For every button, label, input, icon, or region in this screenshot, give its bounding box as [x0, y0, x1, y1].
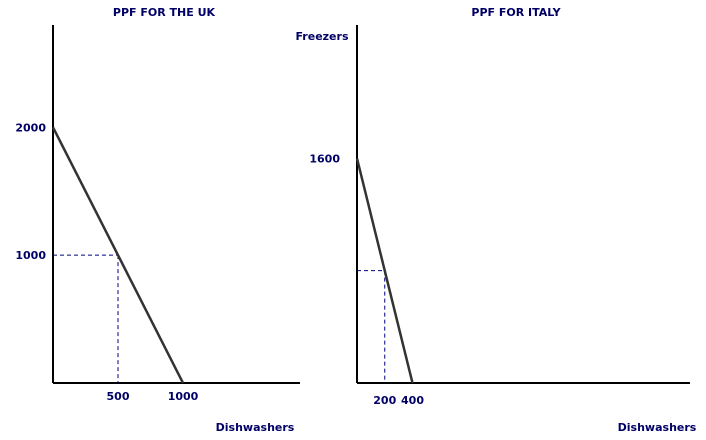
italy-y-tick-label: 1600	[309, 152, 340, 165]
italy-chart-title: PPF FOR ITALY	[471, 6, 561, 19]
uk-x-tick-label: 500	[107, 390, 130, 403]
italy-ppf-line	[355, 158, 414, 384]
italy-x-axis-label: Dishwashers	[618, 421, 697, 434]
italy-x-tick-label: 400	[401, 394, 424, 407]
uk-ppf-line	[51, 126, 185, 384]
uk-x-axis-label: Dishwashers	[216, 421, 295, 434]
uk-chart-title: PPF FOR THE UK	[113, 6, 216, 19]
italy-y-axis-label: Freezers	[296, 30, 349, 43]
uk-x-tick-label: 1000	[168, 390, 199, 403]
uk-y-tick-label: 1000	[15, 249, 46, 262]
uk-ppf-chart: PPF FOR THE UK Dishwashers 500 1000 2000 10…	[15, 6, 300, 434]
italy-x-tick-label: 200	[373, 394, 396, 407]
italy-ppf-chart: PPF FOR ITALY Freezers Dishwashers 200 40…	[296, 6, 697, 434]
uk-y-tick-label: 2000	[15, 121, 46, 134]
